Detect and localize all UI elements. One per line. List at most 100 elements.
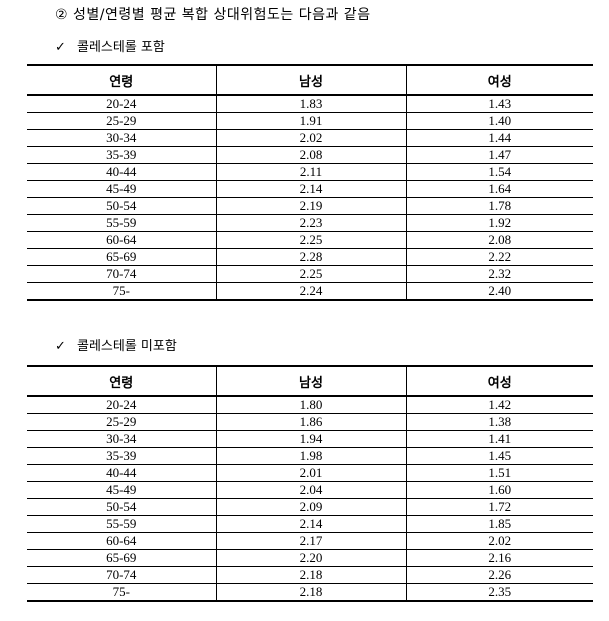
table-row: 70-74 2.25 2.32 (27, 265, 593, 283)
cell-female: 1.72 (405, 498, 593, 516)
header-female: 여성 (405, 64, 593, 96)
cell-age: 60-64 (27, 532, 216, 550)
cell-age: 50-54 (27, 197, 216, 215)
cell-male: 2.20 (215, 549, 406, 567)
table-row: 60-64 2.17 2.02 (27, 532, 593, 550)
table-row: 60-64 2.25 2.08 (27, 231, 593, 249)
cell-female: 2.02 (405, 532, 593, 550)
table-body: 20-24 1.83 1.43 25-29 1.91 1.40 30-34 2.02 1.44 3… (27, 95, 593, 301)
cell-female: 1.44 (405, 129, 593, 147)
table-row: 55-59 2.14 1.85 (27, 515, 593, 533)
table-row: 75- 2.18 2.35 (27, 583, 593, 602)
table-row: 65-69 2.28 2.22 (27, 248, 593, 266)
cell-age: 40-44 (27, 464, 216, 482)
table-row: 45-49 2.14 1.64 (27, 180, 593, 198)
document-heading: ② 성별/연령별 평균 복합 상대위험도는 다음과 같음 (55, 7, 371, 23)
header-male: 남성 (215, 365, 406, 397)
cell-male: 2.01 (215, 464, 406, 482)
cell-female: 1.60 (405, 481, 593, 499)
cell-female: 1.38 (405, 413, 593, 431)
cell-female: 1.78 (405, 197, 593, 215)
cell-age: 70-74 (27, 265, 216, 283)
cell-age: 75- (27, 583, 216, 602)
cell-female: 1.43 (405, 95, 593, 113)
cell-male: 1.98 (215, 447, 406, 465)
cell-male: 2.14 (215, 180, 406, 198)
cell-age: 25-29 (27, 112, 216, 130)
table-header-row: 연령 남성 여성 (27, 64, 593, 96)
table-row: 45-49 2.04 1.60 (27, 481, 593, 499)
section-title-without-cholesterol: ✓ 콜레스테롤 미포함 (55, 335, 177, 354)
cell-female: 1.54 (405, 163, 593, 181)
table-row: 25-29 1.91 1.40 (27, 112, 593, 130)
cell-female: 1.45 (405, 447, 593, 465)
cell-male: 2.04 (215, 481, 406, 499)
cell-age: 70-74 (27, 566, 216, 584)
cell-female: 1.42 (405, 396, 593, 414)
cell-male: 2.18 (215, 583, 406, 602)
cell-male: 2.19 (215, 197, 406, 215)
table-row: 65-69 2.20 2.16 (27, 549, 593, 567)
cell-female: 1.47 (405, 146, 593, 164)
cell-age: 45-49 (27, 481, 216, 499)
cell-female: 1.85 (405, 515, 593, 533)
check-icon: ✓ (55, 339, 66, 354)
table-row: 20-24 1.80 1.42 (27, 396, 593, 414)
cell-age: 35-39 (27, 146, 216, 164)
cell-age: 55-59 (27, 515, 216, 533)
cell-age: 30-34 (27, 129, 216, 147)
header-age: 연령 (27, 365, 216, 397)
cell-age: 60-64 (27, 231, 216, 249)
cell-male: 1.94 (215, 430, 406, 448)
cell-age: 65-69 (27, 549, 216, 567)
cell-male: 2.24 (215, 282, 406, 301)
cell-female: 2.16 (405, 549, 593, 567)
table-row: 20-24 1.83 1.43 (27, 95, 593, 113)
table-with-cholesterol: 연령 남성 여성 20-24 1.83 1.43 25-29 1.91 1.40 30-34… (27, 64, 593, 301)
cell-age: 25-29 (27, 413, 216, 431)
section-title-label: 콜레스테롤 미포함 (77, 339, 177, 354)
header-female: 여성 (405, 365, 593, 397)
cell-female: 2.26 (405, 566, 593, 584)
cell-age: 20-24 (27, 95, 216, 113)
table-row: 30-34 1.94 1.41 (27, 430, 593, 448)
table-row: 55-59 2.23 1.92 (27, 214, 593, 232)
cell-female: 2.22 (405, 248, 593, 266)
header-male: 남성 (215, 64, 406, 96)
table-row: 75- 2.24 2.40 (27, 282, 593, 301)
cell-male: 2.08 (215, 146, 406, 164)
cell-male: 2.25 (215, 231, 406, 249)
cell-age: 20-24 (27, 396, 216, 414)
check-icon: ✓ (55, 40, 66, 55)
table-body: 20-24 1.80 1.42 25-29 1.86 1.38 30-34 1.94 1.41 3… (27, 396, 593, 602)
cell-female: 2.32 (405, 265, 593, 283)
cell-male: 2.14 (215, 515, 406, 533)
table-row: 35-39 1.98 1.45 (27, 447, 593, 465)
table-row: 40-44 2.01 1.51 (27, 464, 593, 482)
table-row: 70-74 2.18 2.26 (27, 566, 593, 584)
cell-male: 2.28 (215, 248, 406, 266)
cell-female: 2.35 (405, 583, 593, 602)
cell-age: 40-44 (27, 163, 216, 181)
cell-female: 1.64 (405, 180, 593, 198)
cell-age: 30-34 (27, 430, 216, 448)
cell-age: 45-49 (27, 180, 216, 198)
cell-male: 2.23 (215, 214, 406, 232)
cell-male: 1.86 (215, 413, 406, 431)
cell-female: 1.41 (405, 430, 593, 448)
table-row: 25-29 1.86 1.38 (27, 413, 593, 431)
cell-age: 75- (27, 282, 216, 301)
cell-male: 2.09 (215, 498, 406, 516)
table-header-row: 연령 남성 여성 (27, 365, 593, 397)
table-without-cholesterol: 연령 남성 여성 20-24 1.80 1.42 25-29 1.86 1.38 30-34… (27, 365, 593, 602)
cell-male: 2.18 (215, 566, 406, 584)
cell-male: 2.11 (215, 163, 406, 181)
header-age: 연령 (27, 64, 216, 96)
cell-female: 1.51 (405, 464, 593, 482)
section-title-label: 콜레스테롤 포함 (77, 40, 165, 55)
table-row: 30-34 2.02 1.44 (27, 129, 593, 147)
cell-age: 65-69 (27, 248, 216, 266)
cell-age: 55-59 (27, 214, 216, 232)
cell-age: 50-54 (27, 498, 216, 516)
cell-female: 1.92 (405, 214, 593, 232)
